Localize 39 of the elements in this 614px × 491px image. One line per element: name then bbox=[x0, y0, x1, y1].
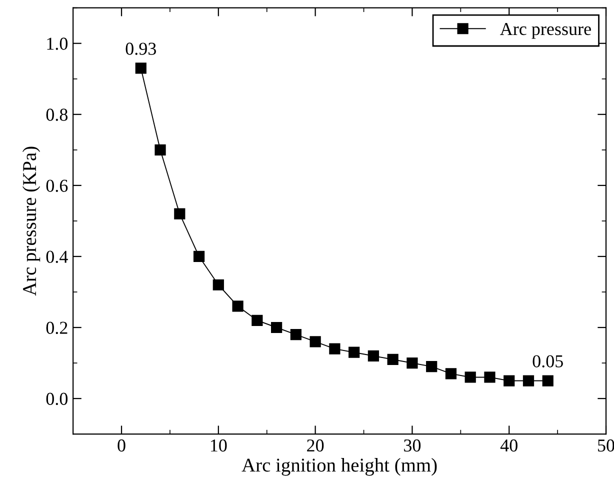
point bbox=[406, 357, 418, 369]
x-axis-title: Arc ignition height (mm) bbox=[242, 458, 437, 476]
point bbox=[387, 354, 398, 366]
point bbox=[464, 372, 476, 383]
legend-label: Arc pressure bbox=[500, 23, 591, 39]
point bbox=[193, 250, 205, 262]
x-tick-label: 20 bbox=[307, 439, 324, 452]
y-tick-label: 1.0 bbox=[47, 38, 68, 50]
point bbox=[445, 368, 457, 380]
y-axis-title: Arc pressure (KPa) bbox=[22, 146, 40, 296]
y-tick-label: 0.6 bbox=[46, 180, 68, 192]
point bbox=[174, 208, 186, 220]
x-tick-label: 40 bbox=[500, 439, 518, 452]
point bbox=[135, 62, 146, 74]
x-tick-label: 50 bbox=[598, 439, 614, 452]
data-label: 0.05 bbox=[532, 355, 563, 368]
point bbox=[542, 375, 554, 386]
point bbox=[484, 372, 496, 383]
point bbox=[232, 300, 244, 312]
y-tick-label: 0.0 bbox=[46, 392, 68, 406]
point bbox=[348, 346, 360, 358]
x-tick-label: 30 bbox=[404, 439, 421, 452]
point bbox=[212, 279, 224, 290]
point bbox=[271, 322, 282, 334]
x-tick-label: 10 bbox=[210, 439, 227, 452]
y-tick-label: 0.8 bbox=[46, 108, 68, 121]
point bbox=[310, 336, 321, 348]
y-tick-label: 0.2 bbox=[46, 322, 68, 334]
point bbox=[252, 314, 263, 326]
y-tick-label: 0.4 bbox=[46, 250, 68, 263]
point bbox=[504, 375, 515, 386]
point bbox=[154, 144, 166, 156]
point bbox=[522, 375, 534, 386]
point bbox=[426, 361, 438, 372]
point bbox=[329, 343, 340, 354]
point bbox=[290, 329, 302, 340]
point bbox=[368, 350, 380, 362]
x-tick-label: 0 bbox=[118, 439, 126, 452]
data-label: 0.93 bbox=[126, 42, 156, 55]
